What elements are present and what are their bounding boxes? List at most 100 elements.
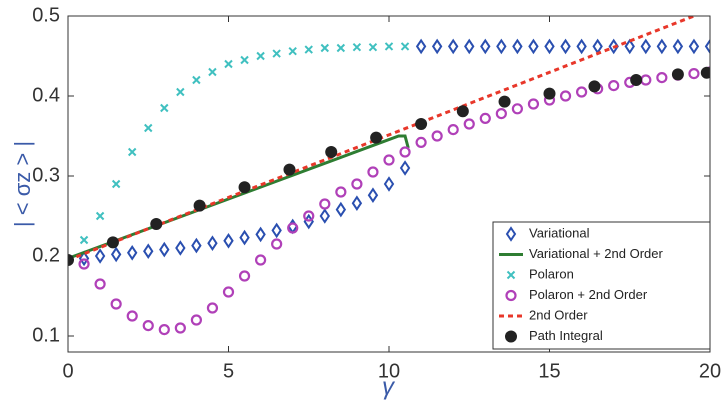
x-marker <box>352 42 362 52</box>
circle-marker <box>271 238 283 250</box>
plot-frame <box>67 15 711 353</box>
circle-marker <box>399 146 411 158</box>
x-marker <box>111 179 121 189</box>
x-marker <box>368 42 378 52</box>
x-marker <box>320 43 330 53</box>
diamond-marker <box>447 38 459 55</box>
series-line <box>68 134 410 260</box>
diamond-marker <box>688 38 700 55</box>
x-marker <box>208 67 217 77</box>
legend: Variational Variational + 2nd Order Polaro… <box>492 221 711 350</box>
circle-marker <box>463 118 475 130</box>
x-marker <box>127 147 137 157</box>
diamond-marker <box>608 38 619 55</box>
circle-marker <box>367 166 379 178</box>
diamond-marker <box>94 248 106 264</box>
circle-marker <box>447 124 459 136</box>
diamond-marker <box>367 187 379 204</box>
x-tick-label: 5 <box>223 360 234 382</box>
diamond-marker <box>271 222 282 239</box>
legend-label: Polaron <box>529 266 574 281</box>
dot-marker <box>150 218 163 230</box>
x-marker <box>336 43 346 53</box>
y-axis-label: | < σz > | <box>10 141 35 227</box>
dot-marker <box>498 95 511 108</box>
dot-marker <box>325 146 338 158</box>
diamond-marker <box>191 237 202 254</box>
legend-label: Variational <box>529 225 590 240</box>
dot-marker <box>238 181 251 194</box>
circle-marker <box>94 278 106 290</box>
diamond-marker <box>110 246 122 263</box>
dot-marker <box>543 87 556 100</box>
diamond-marker <box>223 232 234 249</box>
circle-marker <box>688 67 700 80</box>
legend-label: 2nd Order <box>529 307 588 322</box>
x-tick-label: 20 <box>699 360 721 382</box>
circle-marker <box>479 112 491 125</box>
circle-marker <box>335 186 347 198</box>
plot-area <box>68 16 710 336</box>
dot-marker <box>283 163 296 176</box>
diamond-marker <box>239 229 250 246</box>
legend-label: Polaron + 2nd Order <box>529 287 648 302</box>
diamond-marker <box>704 38 710 55</box>
diamond-marker <box>544 38 555 55</box>
x-marker <box>224 59 233 69</box>
diamond-marker <box>624 38 635 55</box>
diamond-marker <box>126 244 138 261</box>
circle-marker <box>222 286 235 298</box>
dot-marker <box>415 118 428 130</box>
circle-marker <box>319 198 331 210</box>
circle-marker <box>158 324 170 336</box>
x-marker <box>176 87 185 97</box>
diamond-marker <box>159 241 170 258</box>
circle-marker <box>255 254 267 266</box>
dot-marker <box>68 254 74 266</box>
x-marker <box>272 49 281 58</box>
circle-marker <box>206 302 219 314</box>
y-tick-label: 0.1 <box>32 324 60 346</box>
circle-marker <box>351 178 363 190</box>
legend-label: Variational + 2nd Order <box>529 246 663 261</box>
x-marker <box>400 42 410 51</box>
circle-marker <box>142 320 154 332</box>
diamond-marker <box>415 38 427 55</box>
circle-marker <box>238 270 251 282</box>
dot-marker <box>106 236 119 249</box>
circle-marker <box>303 210 315 222</box>
circle-marker <box>511 103 524 115</box>
diamond-marker <box>576 38 587 55</box>
diamond-marker <box>640 38 652 55</box>
diamond-marker <box>143 243 154 260</box>
circle-marker <box>527 98 540 110</box>
dot-marker <box>588 80 601 93</box>
diamond-marker <box>512 38 523 55</box>
circle-marker <box>608 79 620 92</box>
circle-marker <box>559 90 572 102</box>
y-tick-label: 0.4 <box>32 84 60 106</box>
x-tick-label: 15 <box>538 360 560 382</box>
x-marker <box>95 211 105 221</box>
diamond-marker <box>335 201 347 218</box>
circle-marker <box>656 71 668 84</box>
circle-marker <box>415 136 427 148</box>
circle-marker <box>495 107 507 120</box>
diamond-marker <box>383 176 395 192</box>
x-marker <box>192 75 201 85</box>
x-marker <box>288 46 297 56</box>
circle-marker <box>126 310 138 322</box>
x-marker <box>240 55 249 65</box>
dot-marker <box>671 68 684 81</box>
legend-label: Path Integral <box>529 328 603 343</box>
circle-marker <box>383 154 395 166</box>
legend-swatch <box>506 270 516 280</box>
y-tick-label: 0.5 <box>32 4 60 26</box>
y-tick-label: 0.2 <box>32 244 60 266</box>
circle-marker <box>431 130 443 142</box>
x-marker <box>384 42 394 51</box>
x-tick-label: 0 <box>62 360 73 382</box>
diamond-marker <box>528 38 539 55</box>
circle-marker <box>287 222 299 234</box>
